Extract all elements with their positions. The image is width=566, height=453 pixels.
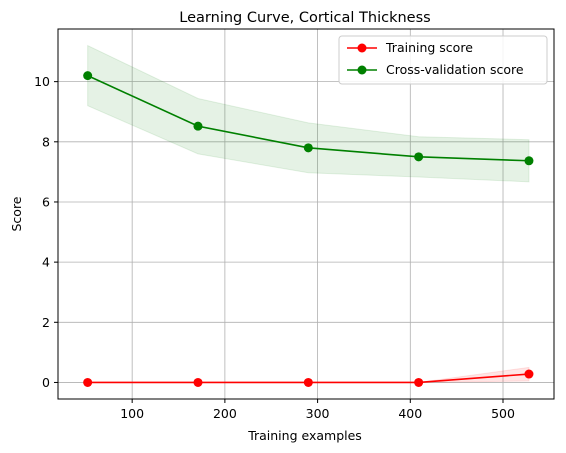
y-tick-label: 0 [42,375,50,390]
legend-training-marker [357,43,367,53]
legend-training-label: Training score [385,40,473,55]
x-tick-label: 200 [213,406,237,421]
cv-score-point [83,71,93,81]
y-tick-label: 10 [34,74,50,89]
training-score-point [414,377,424,387]
cv-score-point [303,143,313,153]
cv-score-point [524,156,534,166]
x-tick-label: 500 [491,406,515,421]
y-axis-label: Score [9,196,24,231]
training-score-point [83,377,93,387]
x-tick-label: 100 [120,406,144,421]
legend-cv-label: Cross-validation score [386,62,524,77]
chart-title: Learning Curve, Cortical Thickness [179,10,430,26]
x-axis-label: Training examples [247,428,362,443]
x-tick-label: 300 [306,406,330,421]
training-score-point [193,377,203,387]
y-tick-label: 6 [42,194,50,209]
x-tick-label: 400 [398,406,422,421]
legend-box [338,35,548,85]
y-tick-label: 4 [42,255,50,270]
series-points [83,71,534,387]
training-score-point [524,369,534,379]
legend-cv-marker [357,65,367,75]
training-score-point [303,377,313,387]
y-tick-label: 8 [42,134,50,149]
cv-score-point [193,121,203,131]
cv-score-band [87,44,530,183]
plot-frame [57,28,555,400]
axis-ticks: 100 200 300 400 500 0 2 4 6 8 10 [34,74,515,421]
y-tick-label: 2 [42,315,50,330]
legend: Training score Cross-validation score [338,35,548,85]
cv-score-point [414,152,424,162]
